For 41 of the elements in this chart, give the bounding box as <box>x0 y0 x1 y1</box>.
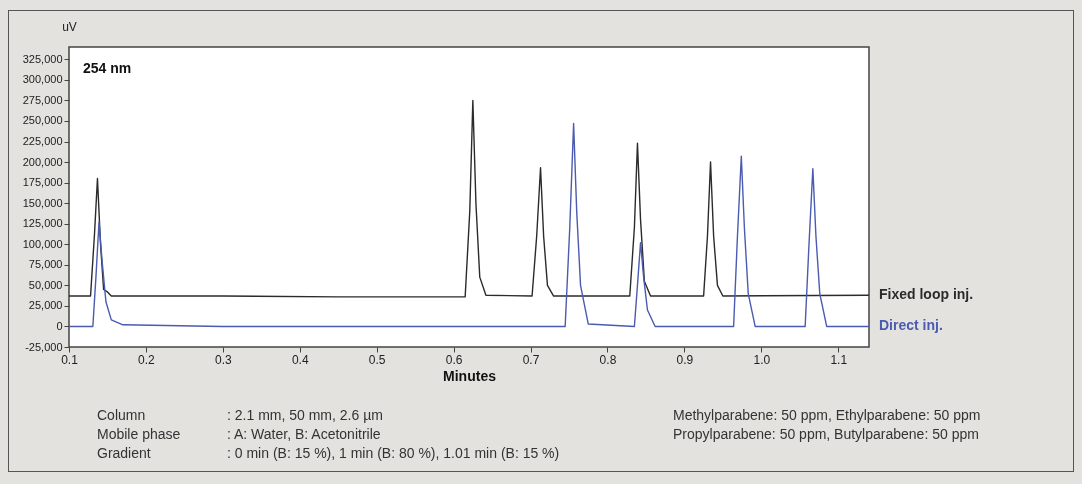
y-tick-label: 150,000 <box>22 196 63 209</box>
series-label: Direct inj. <box>879 317 943 334</box>
y-tick-label: 175,000 <box>22 176 63 189</box>
line-series <box>69 122 869 328</box>
x-tick-label: 0.7 <box>522 352 540 367</box>
text: : 2.1 mm, 50 mm, 2.6 µm <box>227 406 383 425</box>
y-tick-label: 100,000 <box>22 237 63 250</box>
y-tick-label: 25,000 <box>28 299 63 312</box>
y-tick-label: 250,000 <box>22 114 63 127</box>
x-tick-label: 0.3 <box>215 352 233 367</box>
text: Mobile phase <box>97 425 182 444</box>
y-tick-label: 0 <box>56 319 63 332</box>
x-tick-label: 0.2 <box>138 352 156 367</box>
x-tick-label: 0.9 <box>676 352 694 367</box>
text: : 0 min (B: 15 %), 1 min (B: 80 %), 1.01 min (B: 15 %) <box>227 444 560 463</box>
y-tick-label: -25,000 <box>25 340 63 353</box>
text: Column <box>97 406 147 425</box>
x-tick-label: 0.5 <box>368 352 386 367</box>
y-tick-label: 225,000 <box>22 135 63 148</box>
y-tick-label: 50,000 <box>28 278 63 291</box>
y-tick-label: 125,000 <box>22 217 63 230</box>
annotation: 254 nm <box>83 60 132 76</box>
text: Gradient <box>97 444 152 463</box>
y-tick-label: 325,000 <box>22 52 63 65</box>
y-tick-label: 275,000 <box>22 93 63 106</box>
x-tick-label: 1.1 <box>830 352 848 367</box>
y-tick-label: 300,000 <box>22 73 63 86</box>
y-tick-label: 200,000 <box>22 155 63 168</box>
y-tick-label: 75,000 <box>28 258 63 271</box>
x-tick-label: 0.8 <box>599 352 617 367</box>
text: Methylparabene: 50 ppm, Ethylparabene: 50 ppm <box>673 406 981 425</box>
text: : A: Water, B: Acetonitrile <box>227 425 381 444</box>
text: Propylparabene: 50 ppm, Butylparabene: 50 ppm <box>673 425 980 444</box>
x-tick-label: 1.0 <box>753 352 771 367</box>
x-tick-label: 0.1 <box>61 352 79 367</box>
series-label: Fixed loop inj. <box>879 286 974 303</box>
x-axis-title: Minutes <box>443 367 497 384</box>
line-series <box>69 99 869 298</box>
x-tick-label: 0.4 <box>291 352 309 367</box>
y-axis-title: uV <box>62 19 77 34</box>
x-tick-label: 0.6 <box>445 352 463 367</box>
